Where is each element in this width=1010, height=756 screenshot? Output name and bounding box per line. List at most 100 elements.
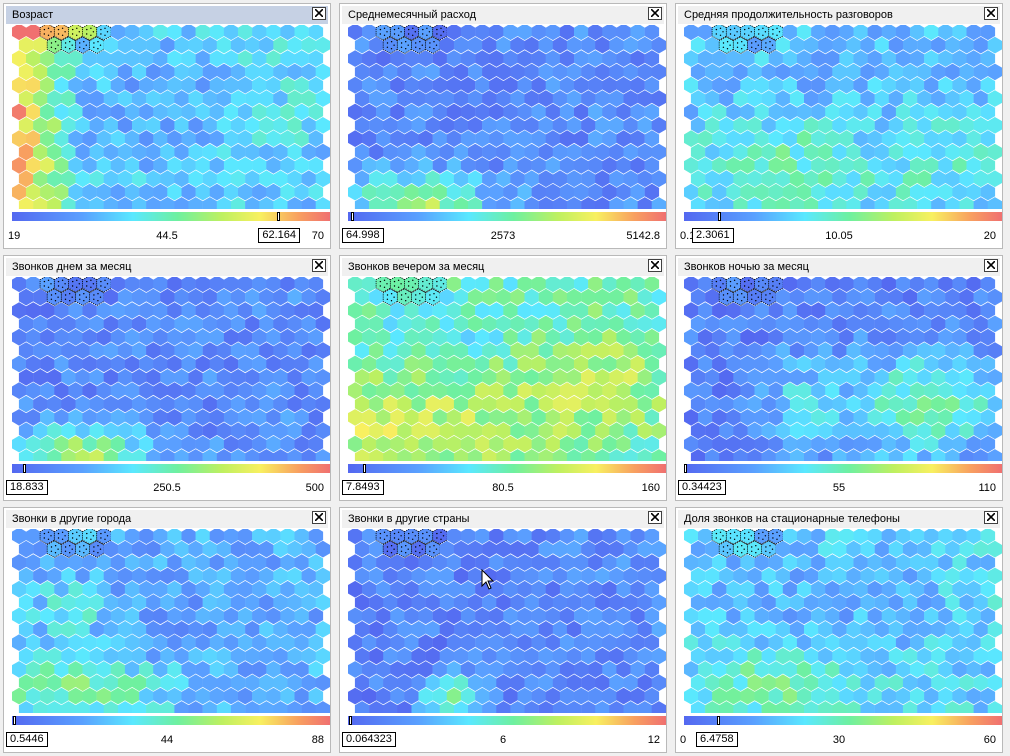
close-button[interactable] [312, 259, 326, 272]
hex-cell[interactable] [966, 607, 981, 625]
hex-cell[interactable] [888, 621, 904, 638]
hex-cell[interactable] [273, 63, 288, 81]
hex-cell[interactable] [362, 328, 377, 346]
hex-cell[interactable] [489, 435, 504, 453]
selected-hex-cell[interactable] [432, 25, 448, 41]
hex-cell[interactable] [602, 355, 617, 373]
hex-cell[interactable] [439, 674, 455, 692]
hex-cell[interactable] [40, 634, 55, 651]
hex-cell[interactable] [754, 103, 769, 121]
hex-cell[interactable] [602, 103, 617, 121]
hex-cell[interactable] [796, 277, 812, 293]
hex-cell[interactable] [644, 302, 660, 319]
hex-cell[interactable] [75, 594, 90, 611]
hex-cell[interactable] [273, 422, 288, 440]
hex-cell[interactable] [980, 607, 996, 625]
hex-cell[interactable] [238, 529, 253, 545]
hex-cell[interactable] [698, 130, 713, 147]
hex-cell[interactable] [874, 36, 890, 54]
hex-cell[interactable] [602, 435, 617, 453]
hex-cell[interactable] [832, 567, 847, 585]
hex-cell[interactable] [280, 607, 295, 625]
hex-cell[interactable] [404, 103, 419, 121]
hex-cell[interactable] [832, 621, 847, 638]
hex-cell[interactable] [369, 90, 384, 107]
hex-cell[interactable] [931, 540, 946, 558]
hex-cell[interactable] [230, 567, 246, 585]
hex-cell[interactable] [259, 288, 274, 306]
hex-cell[interactable] [216, 540, 232, 558]
hex-cell[interactable] [747, 567, 762, 585]
hex-cell[interactable] [308, 277, 324, 293]
selected-hex-cell[interactable] [432, 529, 448, 545]
hex-cell[interactable] [740, 302, 755, 319]
hex-cell[interactable] [103, 422, 119, 440]
hex-cell[interactable] [287, 594, 302, 611]
hex-cell[interactable] [181, 157, 196, 174]
hex-cell[interactable] [362, 103, 377, 121]
hex-cell[interactable] [294, 157, 309, 174]
hex-cell[interactable] [181, 580, 196, 598]
hex-cell[interactable] [888, 197, 904, 209]
hex-cell[interactable] [453, 422, 469, 440]
hex-cell[interactable] [623, 143, 638, 161]
hex-cell[interactable] [96, 687, 112, 705]
hex-cell[interactable] [531, 580, 546, 598]
hex-cell[interactable] [524, 342, 539, 359]
hex-cell[interactable] [418, 529, 433, 545]
hex-cell[interactable] [216, 117, 232, 134]
hex-cell[interactable] [566, 567, 582, 585]
hex-cell[interactable] [139, 529, 154, 545]
hex-cell[interactable] [216, 449, 232, 461]
hex-cell[interactable] [404, 183, 419, 201]
hex-cell[interactable] [552, 63, 568, 81]
hex-cell[interactable] [230, 594, 246, 611]
hex-cell[interactable] [446, 328, 462, 346]
hex-cell[interactable] [910, 529, 925, 545]
selected-hex-cell[interactable] [60, 36, 77, 54]
hex-cell[interactable] [910, 25, 925, 41]
hex-cell[interactable] [768, 661, 784, 678]
hex-cell[interactable] [973, 90, 988, 107]
hex-cell[interactable] [146, 90, 161, 107]
hex-cell[interactable] [796, 183, 812, 201]
hex-cell[interactable] [566, 143, 582, 161]
hex-cell[interactable] [40, 607, 55, 625]
hex-cell[interactable] [496, 90, 511, 107]
hex-cell[interactable] [874, 63, 890, 81]
hex-cell[interactable] [489, 103, 504, 121]
hex-cell[interactable] [811, 183, 826, 201]
hex-cell[interactable] [390, 277, 405, 293]
hex-cell[interactable] [47, 674, 62, 692]
hex-cell[interactable] [354, 117, 370, 134]
hex-cell[interactable] [362, 183, 377, 201]
hex-cell[interactable] [811, 302, 826, 319]
hex-cell[interactable] [425, 701, 440, 713]
hex-cell[interactable] [804, 143, 819, 161]
hex-cell[interactable] [230, 621, 246, 638]
hex-cell[interactable] [924, 157, 939, 174]
hex-cell[interactable] [432, 76, 448, 94]
hex-cell[interactable] [888, 288, 904, 306]
hex-cell[interactable] [404, 277, 419, 293]
hex-cell[interactable] [938, 382, 953, 399]
hex-cell[interactable] [902, 36, 918, 54]
hex-cell[interactable] [287, 395, 302, 413]
hex-cell[interactable] [860, 701, 875, 713]
hex-cell[interactable] [287, 63, 302, 81]
hex-cell[interactable] [726, 382, 741, 399]
hex-cell[interactable] [846, 674, 861, 692]
hex-cell[interactable] [740, 130, 755, 147]
hex-cell[interactable] [103, 369, 119, 386]
hex-cell[interactable] [362, 435, 377, 453]
hex-cell[interactable] [266, 580, 281, 598]
hex-cell[interactable] [811, 634, 826, 651]
hex-cell[interactable] [531, 277, 546, 293]
hex-cell[interactable] [966, 76, 981, 94]
hex-cell[interactable] [804, 36, 819, 54]
hex-cell[interactable] [216, 36, 232, 54]
hex-cell[interactable] [503, 277, 518, 293]
selected-hex-cell[interactable] [761, 288, 777, 306]
hex-cell[interactable] [418, 661, 433, 678]
hex-cell[interactable] [559, 634, 575, 651]
